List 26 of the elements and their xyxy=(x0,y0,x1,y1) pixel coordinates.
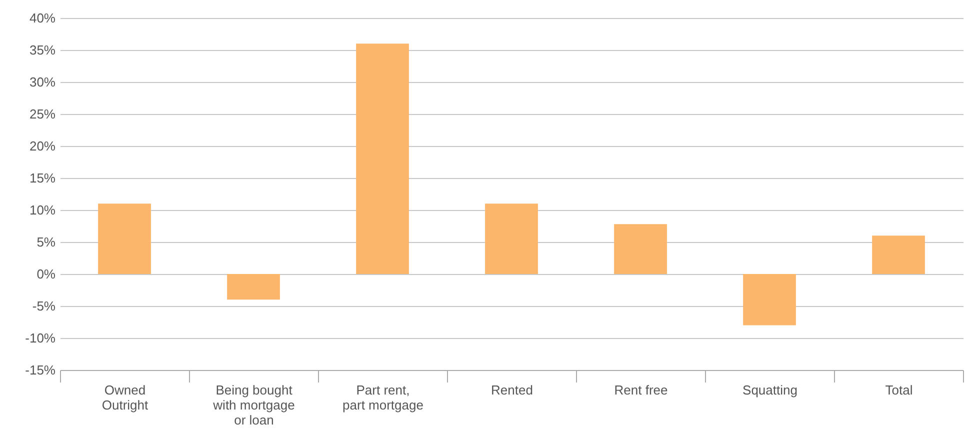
x-tick-label: Owned Outright xyxy=(102,382,149,412)
bar xyxy=(872,236,925,274)
bar xyxy=(485,204,538,274)
y-tick-label: 0% xyxy=(36,266,56,282)
y-tick-label: -5% xyxy=(32,298,56,314)
x-tick-label: Total xyxy=(885,382,913,398)
bar xyxy=(227,274,280,300)
bar xyxy=(98,204,151,274)
bar xyxy=(356,44,409,274)
x-tick-label: Part rent, part mortgage xyxy=(342,382,424,412)
y-tick-label: -10% xyxy=(25,330,56,346)
bar xyxy=(743,274,796,326)
y-tick-label: 40% xyxy=(29,10,56,26)
y-tick-label: 25% xyxy=(29,106,56,122)
y-tick-label: 20% xyxy=(29,138,56,154)
x-tick-label: Rented xyxy=(491,382,533,398)
y-tick-label: 15% xyxy=(29,170,56,186)
y-tick-label: -15% xyxy=(25,362,56,378)
y-tick-label: 30% xyxy=(29,74,56,90)
x-tick-label: Being bought with mortgage or loan xyxy=(212,382,295,428)
x-tick-label: Rent free xyxy=(614,382,668,398)
y-tick-label: 35% xyxy=(29,42,56,58)
y-tick-label: 5% xyxy=(36,234,56,250)
y-tick-label: 10% xyxy=(29,202,56,218)
bar xyxy=(614,224,667,274)
x-tick-label: Squatting xyxy=(742,382,798,398)
